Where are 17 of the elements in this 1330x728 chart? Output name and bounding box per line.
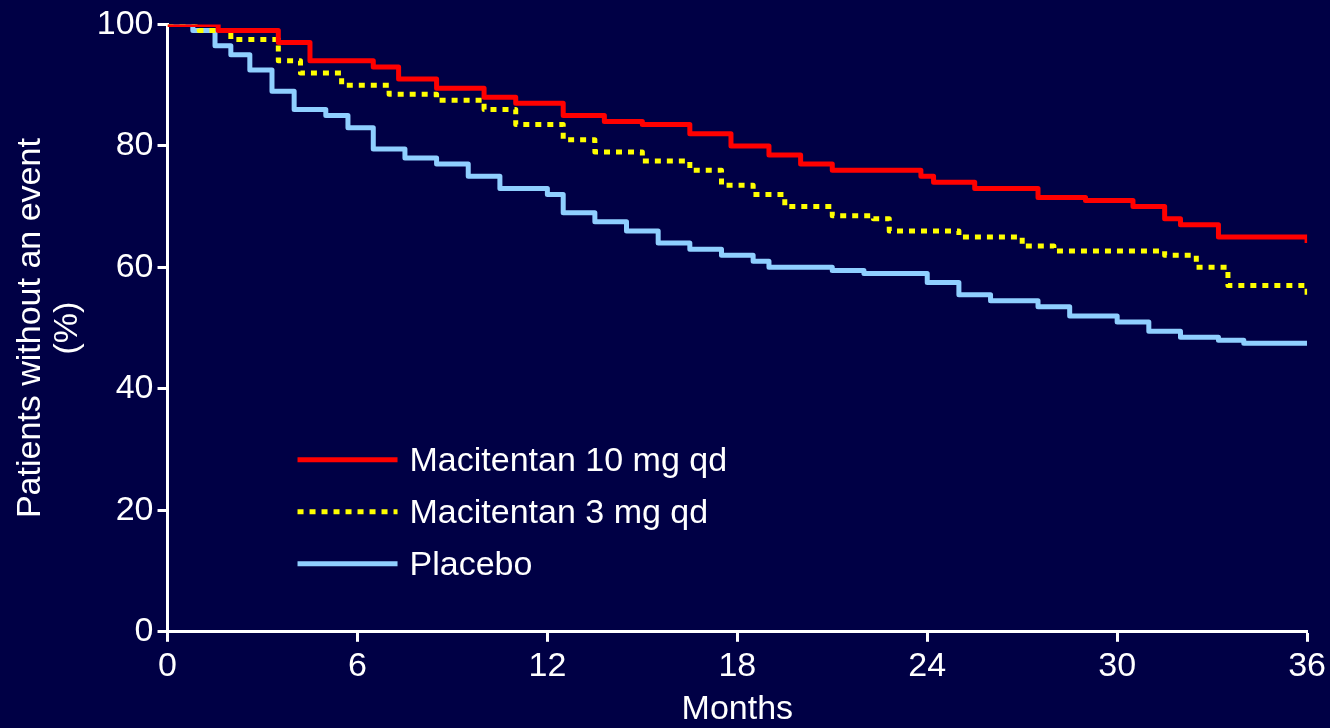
x-tick-label: 6	[347, 644, 367, 683]
x-tick-label: 30	[1098, 644, 1137, 683]
x-tick-label: 18	[718, 644, 757, 683]
y-tick-label: 80	[115, 124, 154, 163]
y-axis-title: Patients without an event (%)	[9, 137, 85, 519]
x-tick-label: 24	[908, 644, 947, 683]
x-axis-title: Months	[681, 687, 794, 726]
legend-label: Placebo	[409, 544, 533, 583]
y-tick-label: 0	[134, 610, 154, 649]
y-tick-label: 40	[115, 367, 154, 406]
legend-label: Macitentan 3 mg qd	[409, 492, 709, 531]
legend-label: Macitentan 10 mg qd	[409, 440, 728, 479]
y-tick-label: 100	[96, 2, 154, 41]
y-tick-label: 60	[115, 245, 154, 284]
x-tick-label: 36	[1288, 644, 1326, 683]
x-tick-label: 12	[528, 644, 567, 683]
y-tick-label: 20	[115, 488, 154, 527]
